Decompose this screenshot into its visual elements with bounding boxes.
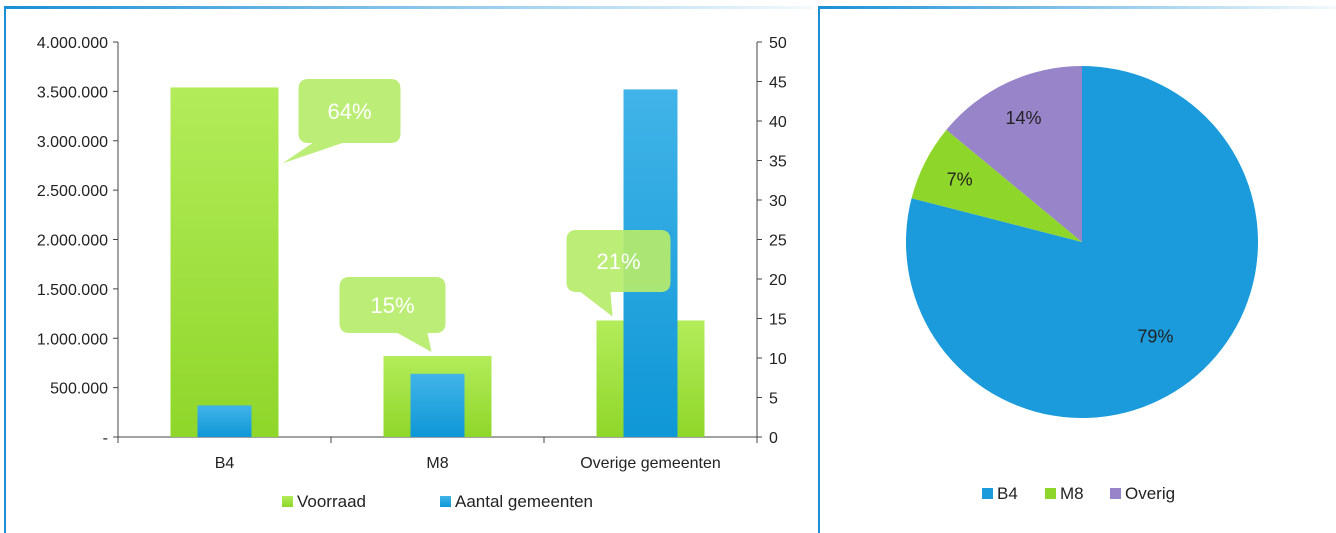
left-y-tick-label: 3.000.000 xyxy=(37,134,108,151)
pie-slice-overig xyxy=(946,66,1082,242)
x-tick-label: Overige gemeenten xyxy=(580,455,721,472)
callout-label: 21% xyxy=(596,249,640,274)
right-y-tick-label: 40 xyxy=(769,114,787,131)
left-y-tick-label: 3.500.000 xyxy=(37,84,108,101)
share-pie-chart: 79% 7% 14% B4 M8 Overig xyxy=(906,66,1258,503)
callout-bubble xyxy=(566,230,671,317)
pie-data-label: 7% xyxy=(947,170,973,190)
callout-label: 64% xyxy=(327,99,371,124)
pie-legend-swatch xyxy=(1110,488,1121,499)
left-y-tick-label: 2.000.000 xyxy=(37,233,108,250)
panel-top-border xyxy=(820,6,1336,9)
right-y-tick-label: 35 xyxy=(769,154,787,171)
left-y-tick-label: 4.000.000 xyxy=(37,35,108,52)
percentage-callout: 15% xyxy=(339,277,446,353)
x-tick-label: B4 xyxy=(215,455,235,472)
left-y-tick-label: 500.000 xyxy=(50,381,108,398)
legend-swatch-aantal-gemeenten xyxy=(440,496,451,507)
voorraad-bar xyxy=(170,87,279,438)
right-y-tick-label: 50 xyxy=(769,35,787,52)
voorraad-bar-chart: - 500.000 1.000.000 1.500.000 2.000.000 2.500… xyxy=(37,35,787,511)
pie-legend-label: B4 xyxy=(997,484,1018,503)
callout-bubble xyxy=(339,277,446,353)
x-tick-label: M8 xyxy=(426,455,448,472)
aantal-gemeenten-bar xyxy=(410,373,465,437)
aantal-gemeenten-bar xyxy=(197,405,252,437)
left-y-tick-label: - xyxy=(103,430,108,447)
legend-swatch-voorraad xyxy=(282,496,293,507)
pie-slice-m8 xyxy=(911,129,1082,242)
pie-chart-panel: 79% 7% 14% B4 M8 Overig xyxy=(818,6,1336,533)
percentage-callout: 21% xyxy=(566,230,671,317)
pie-legend-swatch xyxy=(1045,488,1056,499)
left-y-tick-label: 1.500.000 xyxy=(37,282,108,299)
callout-label: 15% xyxy=(370,293,414,318)
left-y-tick-label: 1.000.000 xyxy=(37,331,108,348)
pie-legend-label: M8 xyxy=(1060,484,1084,503)
right-y-tick-label: 45 xyxy=(769,75,787,92)
right-y-tick-label: 30 xyxy=(769,193,787,210)
right-y-tick-label: 0 xyxy=(769,430,778,447)
right-y-tick-label: 10 xyxy=(769,351,787,368)
combo-chart-panel: - 500.000 1.000.000 1.500.000 2.000.000 2.500… xyxy=(4,6,812,533)
legend-label-aantal-gemeenten: Aantal gemeenten xyxy=(455,492,593,511)
right-y-tick-label: 15 xyxy=(769,312,787,329)
pie-legend-swatch xyxy=(982,488,993,499)
callout-bubble xyxy=(282,79,401,164)
legend-label-voorraad: Voorraad xyxy=(297,492,366,511)
left-y-tick-label: 2.500.000 xyxy=(37,183,108,200)
pie-slice-b4 xyxy=(906,66,1258,419)
right-y-tick-label: 25 xyxy=(769,233,787,250)
pie-legend-label: Overig xyxy=(1125,484,1175,503)
percentage-callout: 64% xyxy=(282,79,401,164)
right-y-tick-label: 5 xyxy=(769,391,778,408)
pie-data-label: 79% xyxy=(1137,327,1173,347)
pie-data-label: 14% xyxy=(1006,108,1042,128)
panel-top-border xyxy=(6,6,812,9)
right-y-tick-label: 20 xyxy=(769,272,787,289)
